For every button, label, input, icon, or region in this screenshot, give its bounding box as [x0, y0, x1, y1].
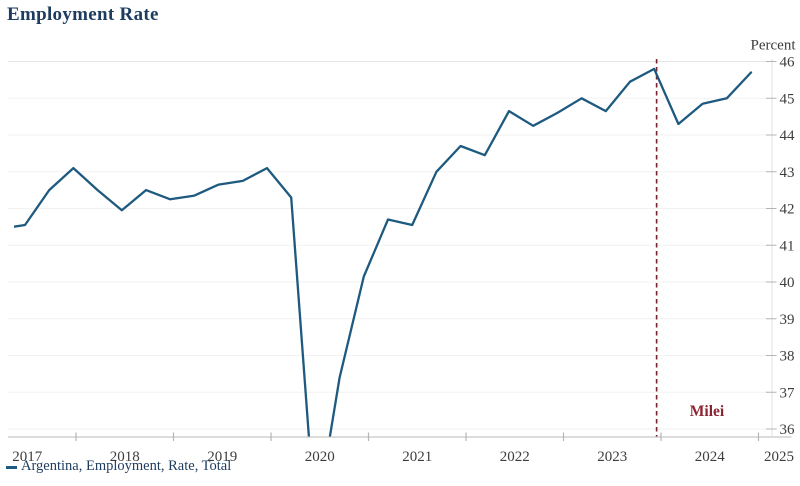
legend-line-swatch: [6, 466, 17, 469]
y-tick-label: 45: [780, 91, 795, 107]
y-tick-label: 41: [780, 238, 795, 254]
legend: Argentina, Employment, Rate, Total: [6, 458, 231, 475]
milei-label: Milei: [690, 403, 725, 420]
year-label: 2017: [12, 449, 43, 465]
y-tick-label: 38: [780, 349, 795, 365]
y-axis-labels: 36 37 38 39 40 41 42 43 44 45 46: [766, 55, 796, 438]
y-axis-unit-label: Percent: [751, 38, 797, 54]
y-tick-label: 39: [780, 312, 795, 328]
x-axis-ticks: [75, 432, 760, 441]
year-label: 2022: [500, 449, 530, 465]
chart-title: Employment Rate: [7, 4, 159, 25]
y-tick-label: 36: [780, 422, 796, 438]
year-label: 2019: [207, 449, 237, 465]
x-axis-labels: 2017 2018 2019 2020 2021 2022 2023 2024 2025: [12, 449, 794, 465]
gridlines: [8, 61, 772, 430]
year-label: 2020: [305, 449, 335, 465]
y-tick-label: 42: [780, 202, 795, 218]
year-label: 2023: [597, 449, 627, 465]
employment-rate-line: [14, 67, 753, 437]
y-tick-label: 40: [780, 275, 795, 291]
y-tick-label: 43: [780, 165, 795, 181]
year-label: 2025: [764, 449, 794, 465]
y-tick-label: 37: [780, 385, 796, 401]
y-tick-label: 46: [780, 55, 796, 71]
year-label: 2024: [695, 449, 726, 465]
y-tick-label: 44: [780, 128, 796, 144]
legend-label: Argentina, Employment, Rate, Total: [21, 458, 232, 474]
year-label: 2018: [110, 449, 140, 465]
year-label: 2021: [402, 449, 432, 465]
